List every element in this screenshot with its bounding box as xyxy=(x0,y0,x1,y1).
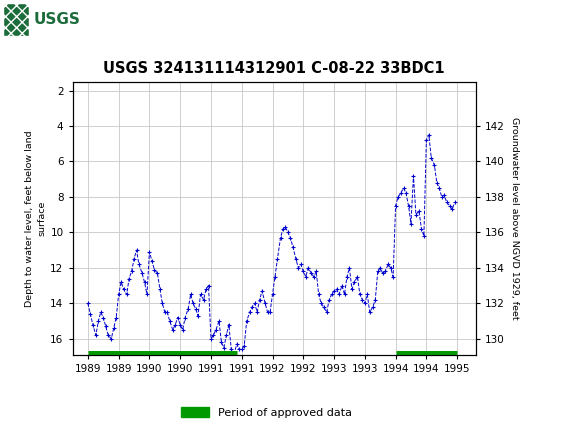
Text: USGS: USGS xyxy=(34,12,81,27)
Y-axis label: Depth to water level, feet below land
surface: Depth to water level, feet below land su… xyxy=(24,130,46,307)
Bar xyxy=(3,3,29,37)
Title: USGS 324131114312901 C-08-22 33BDC1: USGS 324131114312901 C-08-22 33BDC1 xyxy=(103,61,445,77)
Legend: Period of approved data: Period of approved data xyxy=(177,403,357,422)
Y-axis label: Groundwater level above NGVD 1929, feet: Groundwater level above NGVD 1929, feet xyxy=(510,117,519,319)
Bar xyxy=(3,3,84,37)
